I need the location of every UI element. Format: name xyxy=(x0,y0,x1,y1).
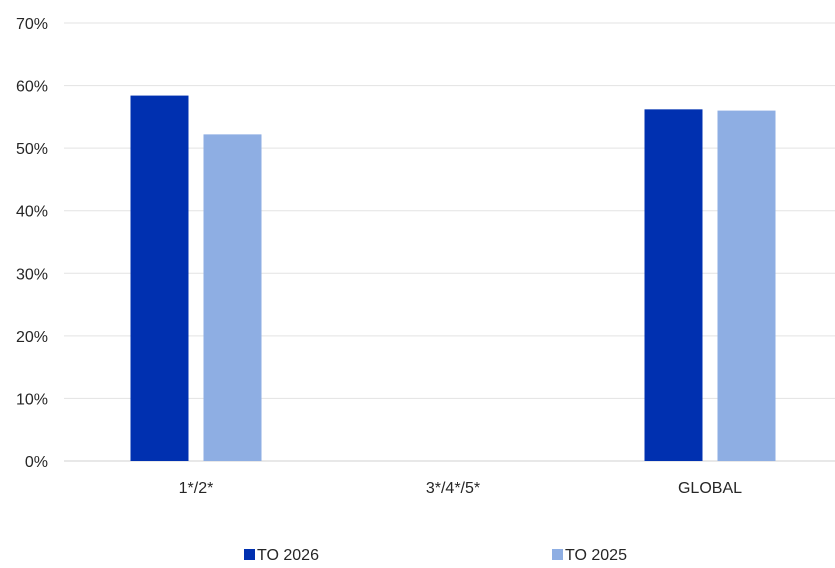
y-tick-label: 20% xyxy=(16,329,48,346)
y-axis-tick-labels: 0% 10% 20% 30% 40% 50% 60% 70% xyxy=(16,16,48,471)
y-tick-label: 60% xyxy=(16,79,48,96)
legend-swatch xyxy=(552,549,563,560)
x-axis-category-labels: 1*/2* 3*/4*/5* GLOBAL xyxy=(179,480,742,497)
legend-item: TO 2026 xyxy=(244,547,319,564)
y-tick-label: 10% xyxy=(16,391,48,408)
y-tick-label: 40% xyxy=(16,204,48,221)
y-tick-label: 70% xyxy=(16,16,48,33)
bars xyxy=(130,95,776,461)
x-category-label: 1*/2* xyxy=(179,480,214,497)
y-tick-label: 50% xyxy=(16,141,48,158)
x-category-label: 3*/4*/5* xyxy=(426,480,480,497)
y-tick-label: 0% xyxy=(25,454,48,471)
legend: TO 2026 TO 2025 xyxy=(244,547,627,564)
legend-label: TO 2026 xyxy=(257,547,319,563)
legend-item: TO 2025 xyxy=(552,547,627,564)
bar-to-2026 xyxy=(130,95,189,461)
gridlines xyxy=(64,22,835,462)
bar-to-2025 xyxy=(203,134,262,461)
bar-to-2026 xyxy=(644,109,703,461)
y-tick-label: 30% xyxy=(16,266,48,283)
bar-to-2025 xyxy=(717,110,776,461)
x-category-label: GLOBAL xyxy=(678,480,742,497)
legend-swatch xyxy=(244,549,255,560)
legend-label: TO 2025 xyxy=(565,547,627,563)
